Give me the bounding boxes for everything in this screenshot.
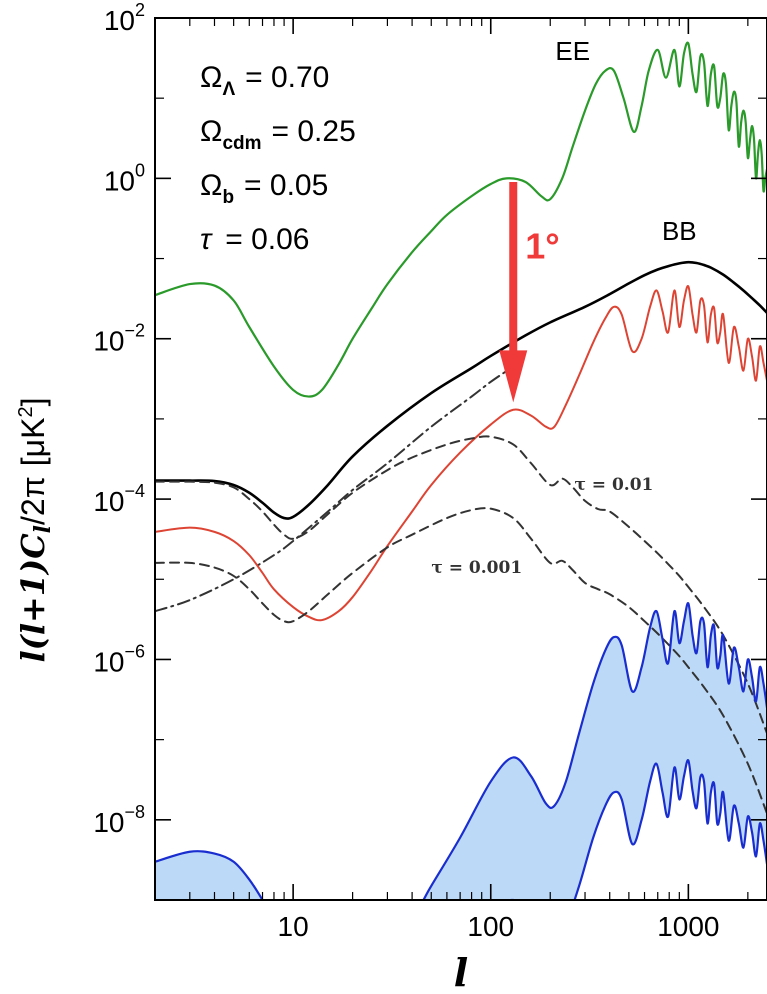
series-line-4 [155, 435, 767, 735]
series-line-3 [155, 285, 767, 622]
blue-shaded-region [155, 603, 767, 900]
curve-annotation: τ = 0.001 [431, 558, 522, 578]
curve-annotation: τ = 0.01 [574, 475, 653, 495]
series-layer [155, 41, 767, 900]
series-line-2 [155, 365, 515, 613]
parameter-line: ΩΛ = 0.70 [200, 61, 329, 100]
arrow-label: 1° [525, 226, 559, 267]
series-line-7 [504, 759, 767, 900]
parameters-box: ΩΛ = 0.70 Ωcdm = 0.25 Ωb = 0.05 τ = 0.06 [200, 61, 356, 256]
y-tick-label: 102 [104, 0, 145, 36]
parameter-line: τ = 0.06 [200, 223, 309, 256]
series-line-6 [155, 602, 767, 900]
series-line-5 [155, 507, 767, 815]
red-arrow: 1° [499, 182, 560, 403]
y-tick-label: 10−8 [93, 802, 145, 838]
plot-frame [154, 17, 767, 901]
x-tick-label: 1000 [657, 911, 719, 942]
series-line-0 [155, 41, 767, 398]
x-tick-label: 100 [467, 911, 514, 942]
y-tick-label: 100 [104, 160, 145, 196]
y-tick-label: 10−2 [93, 321, 145, 357]
y-tick-label: 10−6 [93, 641, 145, 677]
curve-annotation: BB [662, 216, 697, 246]
series-line-1 [155, 260, 767, 520]
ticks-layer: 10 100 1000 10−8 10−6 10−4 10−2 100 102 [93, 0, 767, 942]
parameter-line: Ωcdm = 0.25 [200, 115, 356, 154]
curve-annotation: EE [555, 36, 590, 66]
parameter-line: Ωb = 0.05 [200, 169, 328, 208]
y-axis-label: l(l+1)Cl/2π[μK2] [14, 398, 56, 663]
x-axis-label: l [454, 950, 468, 994]
x-tick-label: 10 [278, 911, 309, 942]
annotations: EE BB τ = 0.01 τ = 0.001 [431, 36, 696, 578]
y-tick-label: 10−4 [93, 481, 145, 517]
arrow-head [499, 350, 528, 403]
